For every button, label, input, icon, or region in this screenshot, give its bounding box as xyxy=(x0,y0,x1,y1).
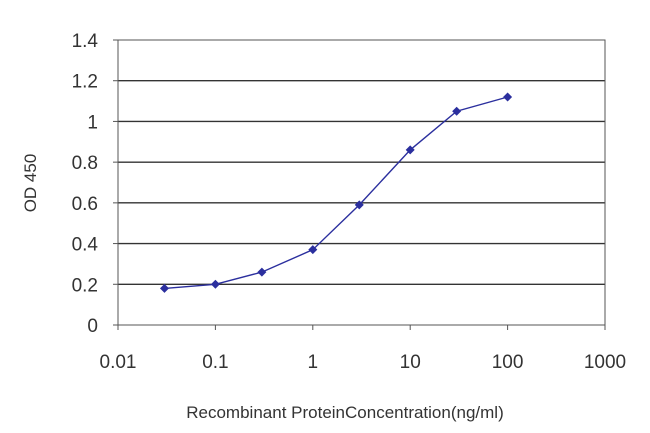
x-tick-label: 100 xyxy=(492,352,524,373)
data-point-marker xyxy=(257,267,267,277)
y-tick-label: 1.2 xyxy=(72,72,98,93)
y-axis-label: OD 450 xyxy=(21,154,40,213)
y-tick-label: 0.4 xyxy=(72,235,99,256)
data-point-marker xyxy=(405,145,415,155)
data-point-marker xyxy=(354,200,364,210)
series-line xyxy=(164,96,508,290)
x-tick-label: 10 xyxy=(400,352,421,373)
x-tick-label: 0.1 xyxy=(202,352,228,373)
x-tick-label: 0.01 xyxy=(100,352,137,373)
y-tick-label: 1.4 xyxy=(72,31,99,52)
plot-area-frame xyxy=(117,39,606,326)
x-tick-label: 1 xyxy=(308,352,319,373)
y-tick-label: 0.2 xyxy=(72,275,98,296)
data-point-marker xyxy=(210,279,220,289)
y-tick-label: 0 xyxy=(87,316,98,337)
y-tick-label: 0.8 xyxy=(72,153,98,174)
y-tick-label: 1 xyxy=(87,112,98,133)
y-axis: 0 0.2 0.4 0.6 0.8 1 1.2 1.4 xyxy=(72,31,118,337)
data-point-marker xyxy=(503,92,513,102)
data-point-marker xyxy=(308,245,318,255)
series-group xyxy=(159,92,513,293)
x-axis: 0.01 0.1 1 10 100 1000 xyxy=(100,325,626,373)
data-point-marker xyxy=(452,106,462,116)
x-axis-label: Recombinant ProteinConcentration(ng/ml) xyxy=(186,403,504,422)
y-tick-label: 0.6 xyxy=(72,194,98,215)
data-point-marker xyxy=(159,283,169,293)
x-tick-label: 1000 xyxy=(584,352,626,373)
